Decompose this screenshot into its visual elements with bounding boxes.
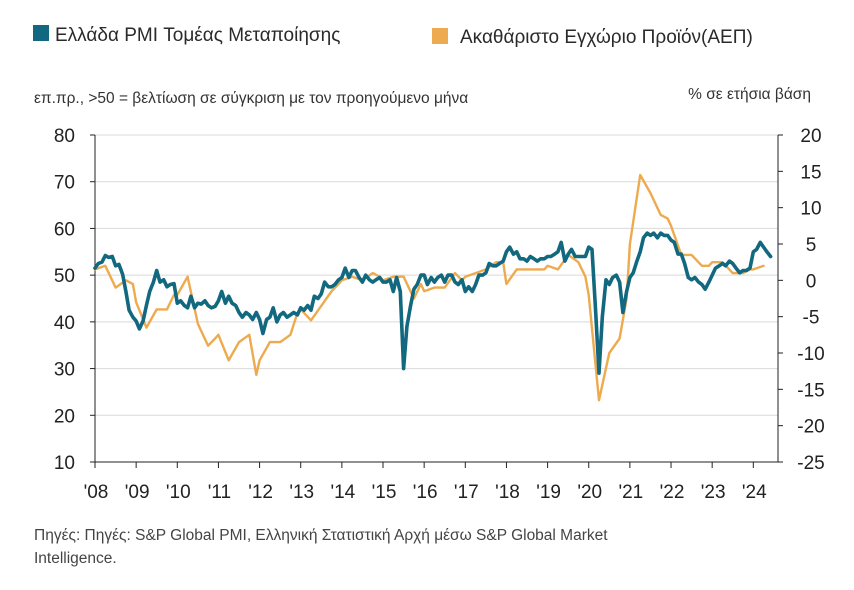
legend-swatch-gdp (432, 28, 448, 44)
right-axis-subtitle: % σε ετήσια βάση (688, 86, 811, 103)
legend-label-gdp: Ακαθάριστο Εγχώριο Προϊόν(ΑΕΠ) (460, 27, 753, 48)
legend-swatch-pmi (33, 25, 49, 41)
x-tick-label: '24 (742, 482, 767, 503)
left-axis-tick-labels: 80 70 60 50 40 30 20 10 (54, 126, 75, 474)
x-tick-label: '21 (618, 482, 643, 503)
x-tick-label: '23 (701, 482, 726, 503)
series-line-gdp (93, 173, 765, 402)
right-tick-label: 0 (806, 271, 817, 292)
x-tick-label: '11 (208, 482, 231, 503)
x-tick-label: '16 (413, 482, 438, 503)
right-tick-label: -20 (797, 417, 824, 438)
right-tick-label: -25 (797, 453, 824, 474)
source-note-line1: Πηγές: Πηγές: S&P Global PMI, Ελληνική Σ… (34, 527, 608, 544)
left-axis-subtitle: επ.πρ., >50 = βελτίωση σε σύγκριση με το… (34, 90, 468, 107)
x-tick-label: '08 (84, 482, 109, 503)
x-axis-tick-labels: '08 '09 '10 '11 '12 '13 '14 '15 '16 '17 '18 '19 '20 '… (84, 482, 768, 503)
right-tick-label: -5 (803, 308, 820, 329)
x-tick-label: '20 (577, 482, 602, 503)
series-line-pmi (93, 231, 773, 375)
axes (90, 134, 783, 468)
left-tick-label: 80 (54, 126, 75, 147)
legend-label-pmi: Ελλάδα PMI Τομέας Μεταποίησης (55, 25, 340, 46)
right-tick-label: -15 (797, 380, 824, 401)
right-tick-label: 15 (800, 162, 821, 183)
x-tick-label: '15 (372, 482, 397, 503)
x-tick-label: '19 (536, 482, 561, 503)
x-tick-label: '13 (289, 482, 314, 503)
x-tick-label: '22 (660, 482, 685, 503)
left-tick-label: 70 (54, 173, 75, 194)
left-tick-label: 30 (54, 360, 75, 381)
right-tick-label: 5 (806, 235, 817, 256)
left-tick-label: 40 (54, 313, 75, 334)
source-note-line2: Intelligence. (34, 550, 117, 567)
x-tick-label: '18 (495, 482, 520, 503)
left-tick-label: 20 (54, 406, 75, 427)
series-lines (93, 173, 773, 402)
x-tick-label: '09 (125, 482, 150, 503)
right-tick-label: -10 (797, 344, 824, 365)
x-tick-label: '17 (454, 482, 479, 503)
x-tick-label: '10 (166, 482, 191, 503)
left-tick-label: 10 (54, 453, 75, 474)
x-tick-label: '14 (330, 482, 355, 503)
grid-lines (95, 134, 778, 416)
right-tick-label: 10 (800, 199, 821, 220)
right-axis-tick-labels: 20 15 10 5 0 -5 -10 -15 -20 -25 (797, 126, 824, 474)
x-tick-label: '12 (248, 482, 273, 503)
left-tick-label: 50 (54, 266, 75, 287)
right-tick-label: 20 (800, 126, 821, 147)
left-tick-label: 60 (54, 219, 75, 240)
legend: Ελλάδα PMI Τομέας Μεταποίησης Ακαθάριστο… (33, 25, 753, 48)
